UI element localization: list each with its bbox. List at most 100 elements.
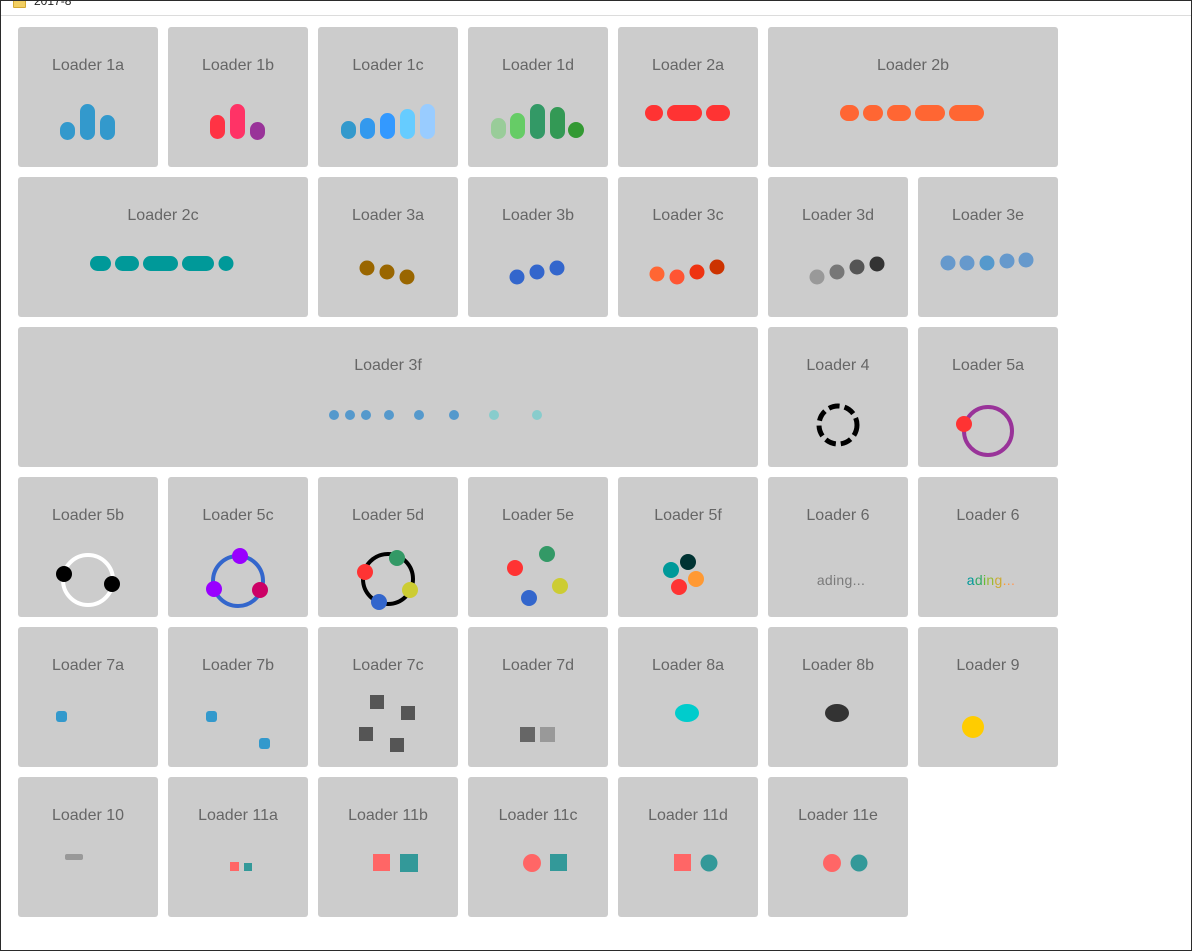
loader-card-5b: Loader 5b xyxy=(18,477,158,617)
loader-11b-shapes xyxy=(373,854,418,872)
loader-10-bar xyxy=(65,854,83,860)
title-bar: 2017-8 xyxy=(1,1,1191,16)
loader-11c-shapes xyxy=(523,854,567,872)
loader-label: Loader 9 xyxy=(956,657,1020,674)
loader-5b-orbit xyxy=(56,553,120,607)
loader-label: Loader 5d xyxy=(351,507,425,524)
loader-card-7a: Loader 7a xyxy=(18,627,158,767)
loader-label: Loader 5c xyxy=(202,507,274,524)
loader-card-8a: Loader 8a xyxy=(618,627,758,767)
loader-card-5e: Loader 5e xyxy=(468,477,608,617)
loader-label: Loader 5b xyxy=(51,507,125,524)
loader-label: Loader 5f xyxy=(654,507,722,524)
loader-5c-orbit xyxy=(206,548,268,608)
loader-card-3c: Loader 3c xyxy=(618,177,758,317)
loader-label: Loader 10 xyxy=(51,807,125,824)
loader-label: Loader 5a xyxy=(951,357,1025,374)
loader-label: Loader 11b xyxy=(348,807,428,824)
loading-char: g xyxy=(994,572,1003,588)
loader-2b-pills xyxy=(840,105,984,121)
loader-3a-dots xyxy=(359,260,415,285)
loader-3c-dots xyxy=(649,259,725,285)
loader-card-4: Loader 4 xyxy=(768,327,908,467)
loader-card-7b: Loader 7b xyxy=(168,627,308,767)
loader-label: Loader 11d xyxy=(648,807,728,824)
loader-card-3e: Loader 3e xyxy=(918,177,1058,317)
loader-3b-dots xyxy=(509,260,565,285)
loader-card-3a: Loader 3a xyxy=(318,177,458,317)
loader-label: Loader 7d xyxy=(501,657,575,674)
loader-2a-pills xyxy=(645,105,730,121)
loader-4-dashed-ring xyxy=(816,403,860,447)
loader-card-11e: Loader 11e xyxy=(768,777,908,917)
loader-label: Loader 11a xyxy=(198,807,278,824)
loader-5d-orbit xyxy=(357,550,418,610)
loader-5f-dots xyxy=(663,554,704,595)
loader-1b-bars xyxy=(210,104,265,140)
loader-card-1c: Loader 1c xyxy=(318,27,458,167)
loader-card-5a: Loader 5a xyxy=(918,327,1058,467)
loader-label: Loader 1a xyxy=(51,57,125,74)
loader-label: Loader 3c xyxy=(652,207,724,224)
loader-label: Loader 3f xyxy=(354,357,422,374)
loader-card-9: Loader 9 xyxy=(918,627,1058,767)
loader-5a-orbit xyxy=(956,405,1014,457)
loader-7d-squares xyxy=(520,727,555,742)
loading-char: . xyxy=(1002,572,1007,588)
loader-label: Loader 7a xyxy=(51,657,125,674)
loader-3d-dots xyxy=(809,256,885,285)
loader-7a-square xyxy=(56,711,67,722)
loader-label: Loader 11c xyxy=(498,807,578,824)
loader-card-6a: Loader 6 ading... xyxy=(768,477,908,617)
loader-label: Loader 3d xyxy=(801,207,875,224)
loader-label: Loader 7c xyxy=(352,657,424,674)
loader-label: Loader 2b xyxy=(876,57,950,74)
loader-8a-blob xyxy=(675,704,699,722)
loader-label: Loader 7b xyxy=(201,657,275,674)
loader-card-7c: Loader 7c xyxy=(318,627,458,767)
loader-card-11c: Loader 11c xyxy=(468,777,608,917)
loader-label: Loader 8b xyxy=(801,657,875,674)
loader-3f-dots xyxy=(329,410,542,420)
loader-card-5f: Loader 5f xyxy=(618,477,758,617)
loader-label: Loader 6 xyxy=(806,507,870,524)
loader-card-10: Loader 10 xyxy=(18,777,158,917)
loader-1c-bars xyxy=(341,104,435,139)
loader-card-2a: Loader 2a xyxy=(618,27,758,167)
loading-char: n xyxy=(986,572,995,588)
loader-label: Loader 3e xyxy=(951,207,1025,224)
loading-char: i xyxy=(982,572,987,588)
loader-label: Loader 6 xyxy=(956,507,1020,524)
loader-7b-squares xyxy=(206,711,270,749)
loader-2c-pills xyxy=(90,256,234,271)
loader-label: Loader 4 xyxy=(806,357,870,374)
loader-label: Loader 8a xyxy=(651,657,725,674)
loader-9-ball xyxy=(962,716,984,738)
window-title: 2017-8 xyxy=(34,1,72,8)
loader-label: Loader 1c xyxy=(352,57,424,74)
loader-label: Loader 1d xyxy=(501,57,575,74)
loader-card-6b: Loader 6 ading... xyxy=(918,477,1058,617)
loader-card-3f: Loader 3f xyxy=(18,327,758,467)
loader-3e-dots xyxy=(940,252,1034,271)
loading-char: . xyxy=(1006,572,1011,588)
loader-5e-dots xyxy=(507,546,568,606)
loader-card-8b: Loader 8b xyxy=(768,627,908,767)
loader-card-1a: Loader 1a xyxy=(18,27,158,167)
loader-card-2b: Loader 2b xyxy=(768,27,1058,167)
loader-label: Loader 2c xyxy=(127,207,199,224)
loading-char: . xyxy=(1011,572,1016,588)
loader-card-5d: Loader 5d xyxy=(318,477,458,617)
loader-1d-bars xyxy=(491,104,584,139)
loader-card-5c: Loader 5c xyxy=(168,477,308,617)
loader-card-1b: Loader 1b xyxy=(168,27,308,167)
loading-char: a xyxy=(966,572,975,588)
loader-11e-shapes xyxy=(823,854,868,872)
loading-text-multicolor: ading... xyxy=(924,572,1058,588)
loading-char: d xyxy=(974,572,983,588)
loading-text: ading... xyxy=(816,572,866,588)
loader-11a-shapes xyxy=(230,862,252,871)
loader-1a-bars xyxy=(60,104,115,140)
folder-icon xyxy=(13,1,26,8)
loader-card-3b: Loader 3b xyxy=(468,177,608,317)
